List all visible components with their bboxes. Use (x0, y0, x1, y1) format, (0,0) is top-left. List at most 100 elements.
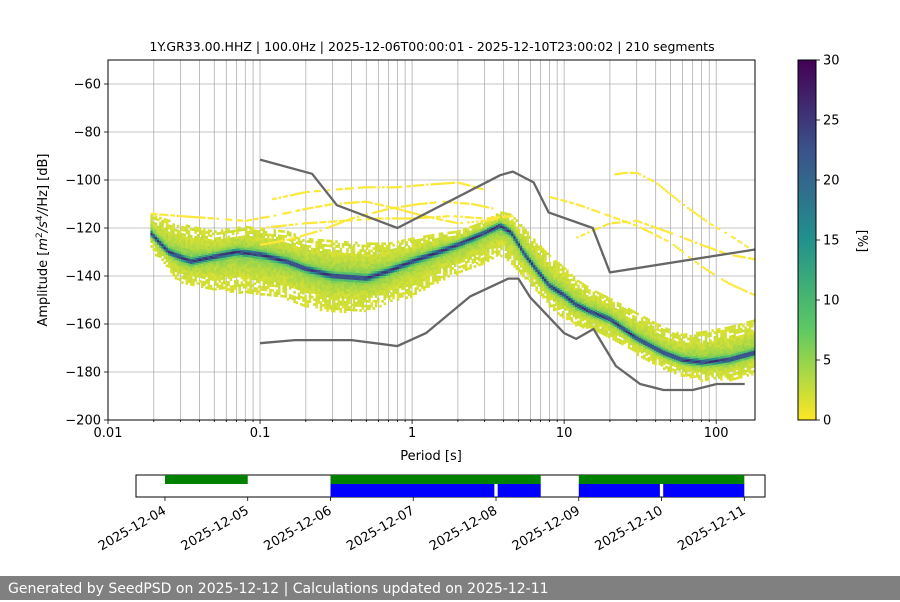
heatmap-cell (355, 290, 358, 293)
heatmap-cell (254, 273, 257, 276)
heatmap-cell (366, 290, 369, 293)
heatmap-cell (384, 247, 387, 250)
heatmap-cell (465, 239, 468, 242)
heatmap-cell (274, 275, 277, 278)
heatmap-cell (309, 286, 312, 289)
heatmap-cell (238, 265, 241, 268)
heatmap-cell (161, 246, 164, 249)
heatmap-cell (549, 264, 552, 267)
heatmap-cell (342, 274, 345, 277)
heatmap-cell (375, 247, 378, 250)
heatmap-cell (610, 327, 613, 330)
heatmap-cell (533, 238, 536, 241)
heatmap-cell (665, 337, 668, 340)
heatmap-cell (520, 272, 523, 275)
heatmap-cell (588, 301, 591, 304)
heatmap-cell (485, 254, 488, 257)
heatmap-cell (659, 324, 662, 327)
heatmap-cell (637, 325, 640, 328)
heatmap-cell (267, 284, 270, 287)
heatmap-cell (331, 240, 334, 243)
heatmap-cell (403, 251, 406, 254)
heatmap-cell (210, 251, 213, 254)
heatmap-cell (549, 262, 552, 265)
heatmap-cell (388, 249, 391, 252)
heatmap-cell (432, 279, 435, 282)
heatmap-cell (498, 219, 501, 222)
heatmap-cell (685, 348, 688, 351)
heatmap-cell (276, 261, 279, 264)
heatmap-cell (628, 308, 631, 311)
heatmap-cell (188, 263, 191, 266)
heatmap-cell (425, 247, 428, 250)
heatmap-cell (166, 233, 169, 236)
heatmap-cell (353, 261, 356, 264)
heatmap-cell (654, 360, 657, 363)
heatmap-cell (379, 245, 382, 248)
heatmap-cell (696, 349, 699, 352)
heatmap-cell (601, 301, 604, 304)
heatmap-cell (463, 228, 466, 231)
heatmap-cell (346, 260, 349, 263)
heatmap-cell (357, 271, 360, 274)
heatmap-cell (318, 244, 321, 247)
heatmap-cell (190, 283, 193, 286)
heatmap-cell (485, 222, 488, 225)
heatmap-cell (678, 364, 681, 367)
heatmap-cell (329, 302, 332, 305)
heatmap-cell (524, 248, 527, 251)
heatmap-cell (212, 276, 215, 279)
heatmap-cell (366, 283, 369, 286)
heatmap-cell (516, 219, 519, 222)
heatmap-cell (249, 236, 252, 239)
heatmap-cell (221, 253, 224, 256)
heatmap-cell (188, 268, 191, 271)
heatmap-cell (256, 244, 258, 247)
heatmap-cell (436, 264, 439, 267)
heatmap-cell (419, 272, 422, 275)
heatmap-cell (344, 286, 347, 289)
heatmap-cell (505, 253, 508, 256)
heatmap-cell (285, 286, 288, 289)
heatmap-cell (278, 271, 281, 274)
heatmap-cell (331, 286, 334, 289)
heatmap-cell (553, 299, 556, 302)
heatmap-cell (408, 274, 411, 277)
heatmap-cell (340, 310, 343, 313)
heatmap-cell (678, 337, 681, 340)
heatmap-cell (696, 361, 699, 364)
heatmap-cell (478, 259, 481, 262)
heatmap-cell (401, 295, 404, 298)
heatmap-cell (507, 249, 510, 252)
heatmap-cell (518, 267, 521, 270)
heatmap-cell (155, 242, 158, 245)
heatmap-cell (395, 287, 398, 290)
heatmap-cell (271, 246, 274, 249)
heatmap-cell (351, 249, 354, 252)
heatmap-cell (164, 221, 167, 224)
heatmap-cell (232, 288, 235, 291)
heatmap-cell (183, 238, 186, 241)
heatmap-cell (542, 253, 545, 256)
heatmap-cell (401, 273, 404, 276)
heatmap-cell (478, 237, 481, 240)
heatmap-cell (315, 303, 318, 306)
heatmap-cell (364, 281, 367, 284)
heatmap-cell (212, 264, 215, 267)
heatmap-cell (258, 240, 261, 243)
heatmap-cell (441, 247, 444, 250)
heatmap-cell (494, 224, 497, 227)
heatmap-cell (271, 258, 274, 261)
heatmap-cell (692, 337, 695, 340)
heatmap-cell (489, 225, 492, 228)
heatmap-cell (315, 265, 318, 268)
heatmap-cell (230, 273, 233, 276)
heatmap-cell (683, 353, 686, 356)
heatmap-cell (432, 265, 435, 268)
heatmap-cell (249, 265, 252, 268)
heatmap-cell (370, 266, 373, 269)
heatmap-cell (527, 250, 530, 253)
heatmap-cell (608, 314, 611, 317)
heatmap-cell (678, 361, 681, 364)
heatmap-cell (564, 294, 567, 297)
